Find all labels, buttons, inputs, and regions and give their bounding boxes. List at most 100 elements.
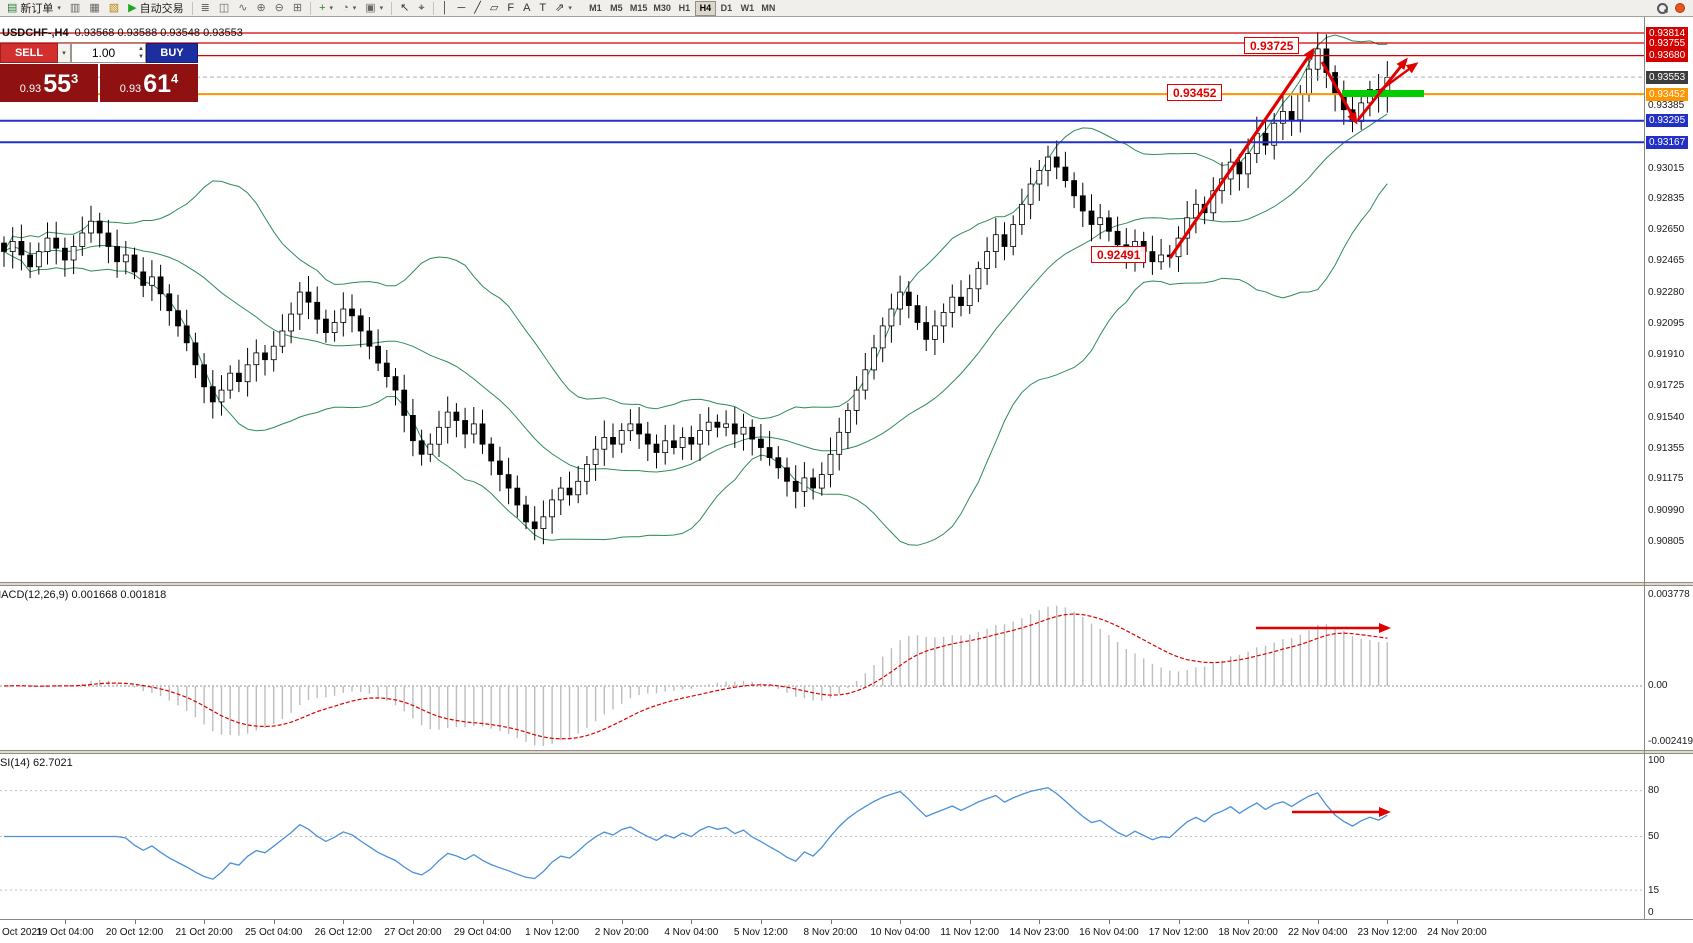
buy-price-display[interactable]: 0.93 61 4	[100, 64, 198, 102]
cursor-button[interactable]: ↖	[396, 1, 413, 16]
horizontal-line-button[interactable]: ─	[453, 1, 469, 16]
price-label-0.91910: 0.91910	[1648, 349, 1685, 361]
timeframe-h1-button[interactable]: H1	[674, 1, 695, 16]
new-order-icon: ▤	[7, 1, 18, 14]
search-icon[interactable]	[1657, 2, 1668, 14]
panel-splitter[interactable]	[0, 582, 1693, 586]
time-label: 17 Nov 12:00	[1148, 927, 1209, 938]
time-axis[interactable]: Oct 2021 19 Oct 04:00 20 Oct 12:00 21 Oct 2…	[0, 919, 1693, 943]
annotation-low-price: 0.92491	[1091, 246, 1147, 263]
timeframe-m15-button[interactable]: M15	[627, 1, 651, 16]
market-watch-button[interactable]: ▦	[85, 1, 103, 16]
time-tick	[273, 920, 275, 924]
price-label-0.92280: 0.92280	[1648, 286, 1685, 298]
time-tick	[412, 920, 414, 924]
timeframe-m1-button[interactable]: M1	[585, 1, 606, 16]
sell-mode-dropdown[interactable]: ▾	[58, 43, 71, 63]
zoom-in-button[interactable]: ⊕	[252, 1, 269, 16]
timeframe-h4-button[interactable]: H4	[694, 0, 716, 16]
equidistant-channel-icon: ▱	[489, 1, 499, 14]
vertical-line-button[interactable]: │	[438, 1, 453, 16]
time-tick	[1039, 920, 1041, 924]
fibonacci-button[interactable]: F	[503, 1, 518, 16]
timeframe-d1-button[interactable]: D1	[716, 1, 737, 16]
ohlc-readout: USDCHF-,H4 0.93568 0.93588 0.93548 0.9355…	[2, 27, 243, 39]
price-chart[interactable]	[0, 17, 1693, 582]
rsi-indicator-label: RSI(14) 62.7021	[0, 757, 73, 769]
arrows-button[interactable]: ⇗ ▾	[551, 1, 576, 16]
toolbar-separator	[391, 1, 393, 15]
fibonacci-icon: F	[507, 1, 515, 14]
ohlc-values: 0.93568 0.93588 0.93548 0.93553	[74, 27, 243, 39]
navigator-button[interactable]: ▧	[105, 1, 123, 16]
periods-icon: ◔	[342, 1, 349, 14]
crosshair-button[interactable]: ⌖	[414, 1, 428, 16]
time-tick	[1317, 920, 1319, 924]
horizontal-line-icon: ─	[457, 1, 466, 14]
zoom-out-button[interactable]: ⊖	[271, 1, 288, 16]
sell-price-display[interactable]: 0.93 55 3	[0, 64, 98, 102]
time-label: Oct 2021	[2, 927, 43, 938]
new-order-button[interactable]: ▤ 新订单 ▾	[3, 1, 65, 16]
timeframe-mn-button[interactable]: MN	[758, 1, 779, 16]
volume-up-button[interactable]: ▲	[138, 46, 144, 52]
chart-line-button[interactable]: ∿	[234, 1, 251, 16]
chart-bars-button[interactable]: ≣	[197, 1, 214, 16]
time-label: 18 Nov 20:00	[1218, 927, 1278, 938]
time-label: 22 Nov 04:00	[1287, 927, 1348, 938]
macd-indicator-label: MACD(12,26,9) 0.001668 0.001818	[0, 589, 167, 601]
chart-bars-icon: ≣	[200, 1, 210, 14]
timeframe-m5-button[interactable]: M5	[606, 1, 627, 16]
market-watch-icon: ▦	[89, 1, 100, 14]
sell-button[interactable]: SELL	[0, 43, 58, 63]
time-tick	[482, 920, 484, 924]
equidistant-channel-button[interactable]: ▱	[486, 1, 502, 16]
macd-indicator-panel[interactable]	[0, 586, 1693, 750]
dropdown-arrow-icon: ▾	[352, 5, 357, 12]
time-label: 5 Nov 12:00	[733, 927, 788, 938]
vertical-line-icon: │	[441, 1, 449, 14]
price-scale-separator	[1644, 17, 1645, 919]
chart-candles-icon: ◫	[218, 1, 230, 14]
dropdown-arrow-icon: ▾	[329, 5, 334, 12]
panel-splitter[interactable]	[0, 750, 1693, 754]
timeframe-bar: M1 M5 M15 M30 H1 H4 D1 W1 MN	[585, 0, 779, 16]
volume-spinner: ▲ ▼	[138, 45, 144, 61]
text-icon: A	[523, 1, 531, 14]
time-label: 2 Nov 20:00	[594, 927, 649, 938]
time-label: 25 Oct 04:00	[245, 927, 303, 938]
time-label: 24 Nov 20:00	[1427, 927, 1487, 938]
text-button[interactable]: A	[519, 1, 534, 16]
rsi-scale-label: 15	[1648, 885, 1660, 896]
time-tick	[830, 920, 832, 924]
time-label: 14 Nov 23:00	[1009, 927, 1070, 938]
templates-button[interactable]: ▣ ▾	[361, 1, 387, 16]
crosshair-icon: ⌖	[418, 1, 425, 14]
time-tick	[204, 920, 206, 924]
annotation-high-price: 0.93725	[1244, 37, 1300, 54]
indicators-button[interactable]: + ▾	[315, 1, 337, 16]
volume-field: ▲ ▼	[71, 43, 146, 63]
rsi-indicator-panel[interactable]	[0, 754, 1693, 919]
volume-input[interactable]	[72, 44, 145, 62]
buy-button[interactable]: BUY	[146, 43, 198, 63]
macd-scale-label: 0.003778	[1648, 589, 1690, 600]
volume-down-button[interactable]: ▼	[138, 54, 144, 60]
text-label-button[interactable]: T	[535, 1, 550, 16]
timeframe-m30-button[interactable]: M30	[650, 1, 674, 16]
time-label: 27 Oct 20:00	[384, 927, 442, 938]
tile-windows-button[interactable]: ⊞	[289, 1, 306, 16]
sell-price-pips: 55	[43, 70, 71, 98]
dropdown-arrow-icon: ▾	[568, 5, 572, 12]
periods-button[interactable]: ◔ ▾	[338, 1, 360, 16]
buy-price-pips: 61	[143, 70, 171, 98]
layouts-button[interactable]: ▥	[66, 1, 84, 16]
timeframe-w1-button[interactable]: W1	[737, 1, 758, 16]
trendline-button[interactable]: ╱	[470, 1, 485, 16]
symbol-period-label: USDCHF-,H4	[2, 27, 69, 39]
chart-candles-button[interactable]: ◫	[215, 1, 233, 16]
layouts-icon: ▥	[69, 1, 81, 14]
record-icon[interactable]	[1675, 3, 1685, 13]
autotrade-button[interactable]: ▶ 自动交易	[124, 1, 187, 16]
time-tick	[900, 920, 902, 924]
